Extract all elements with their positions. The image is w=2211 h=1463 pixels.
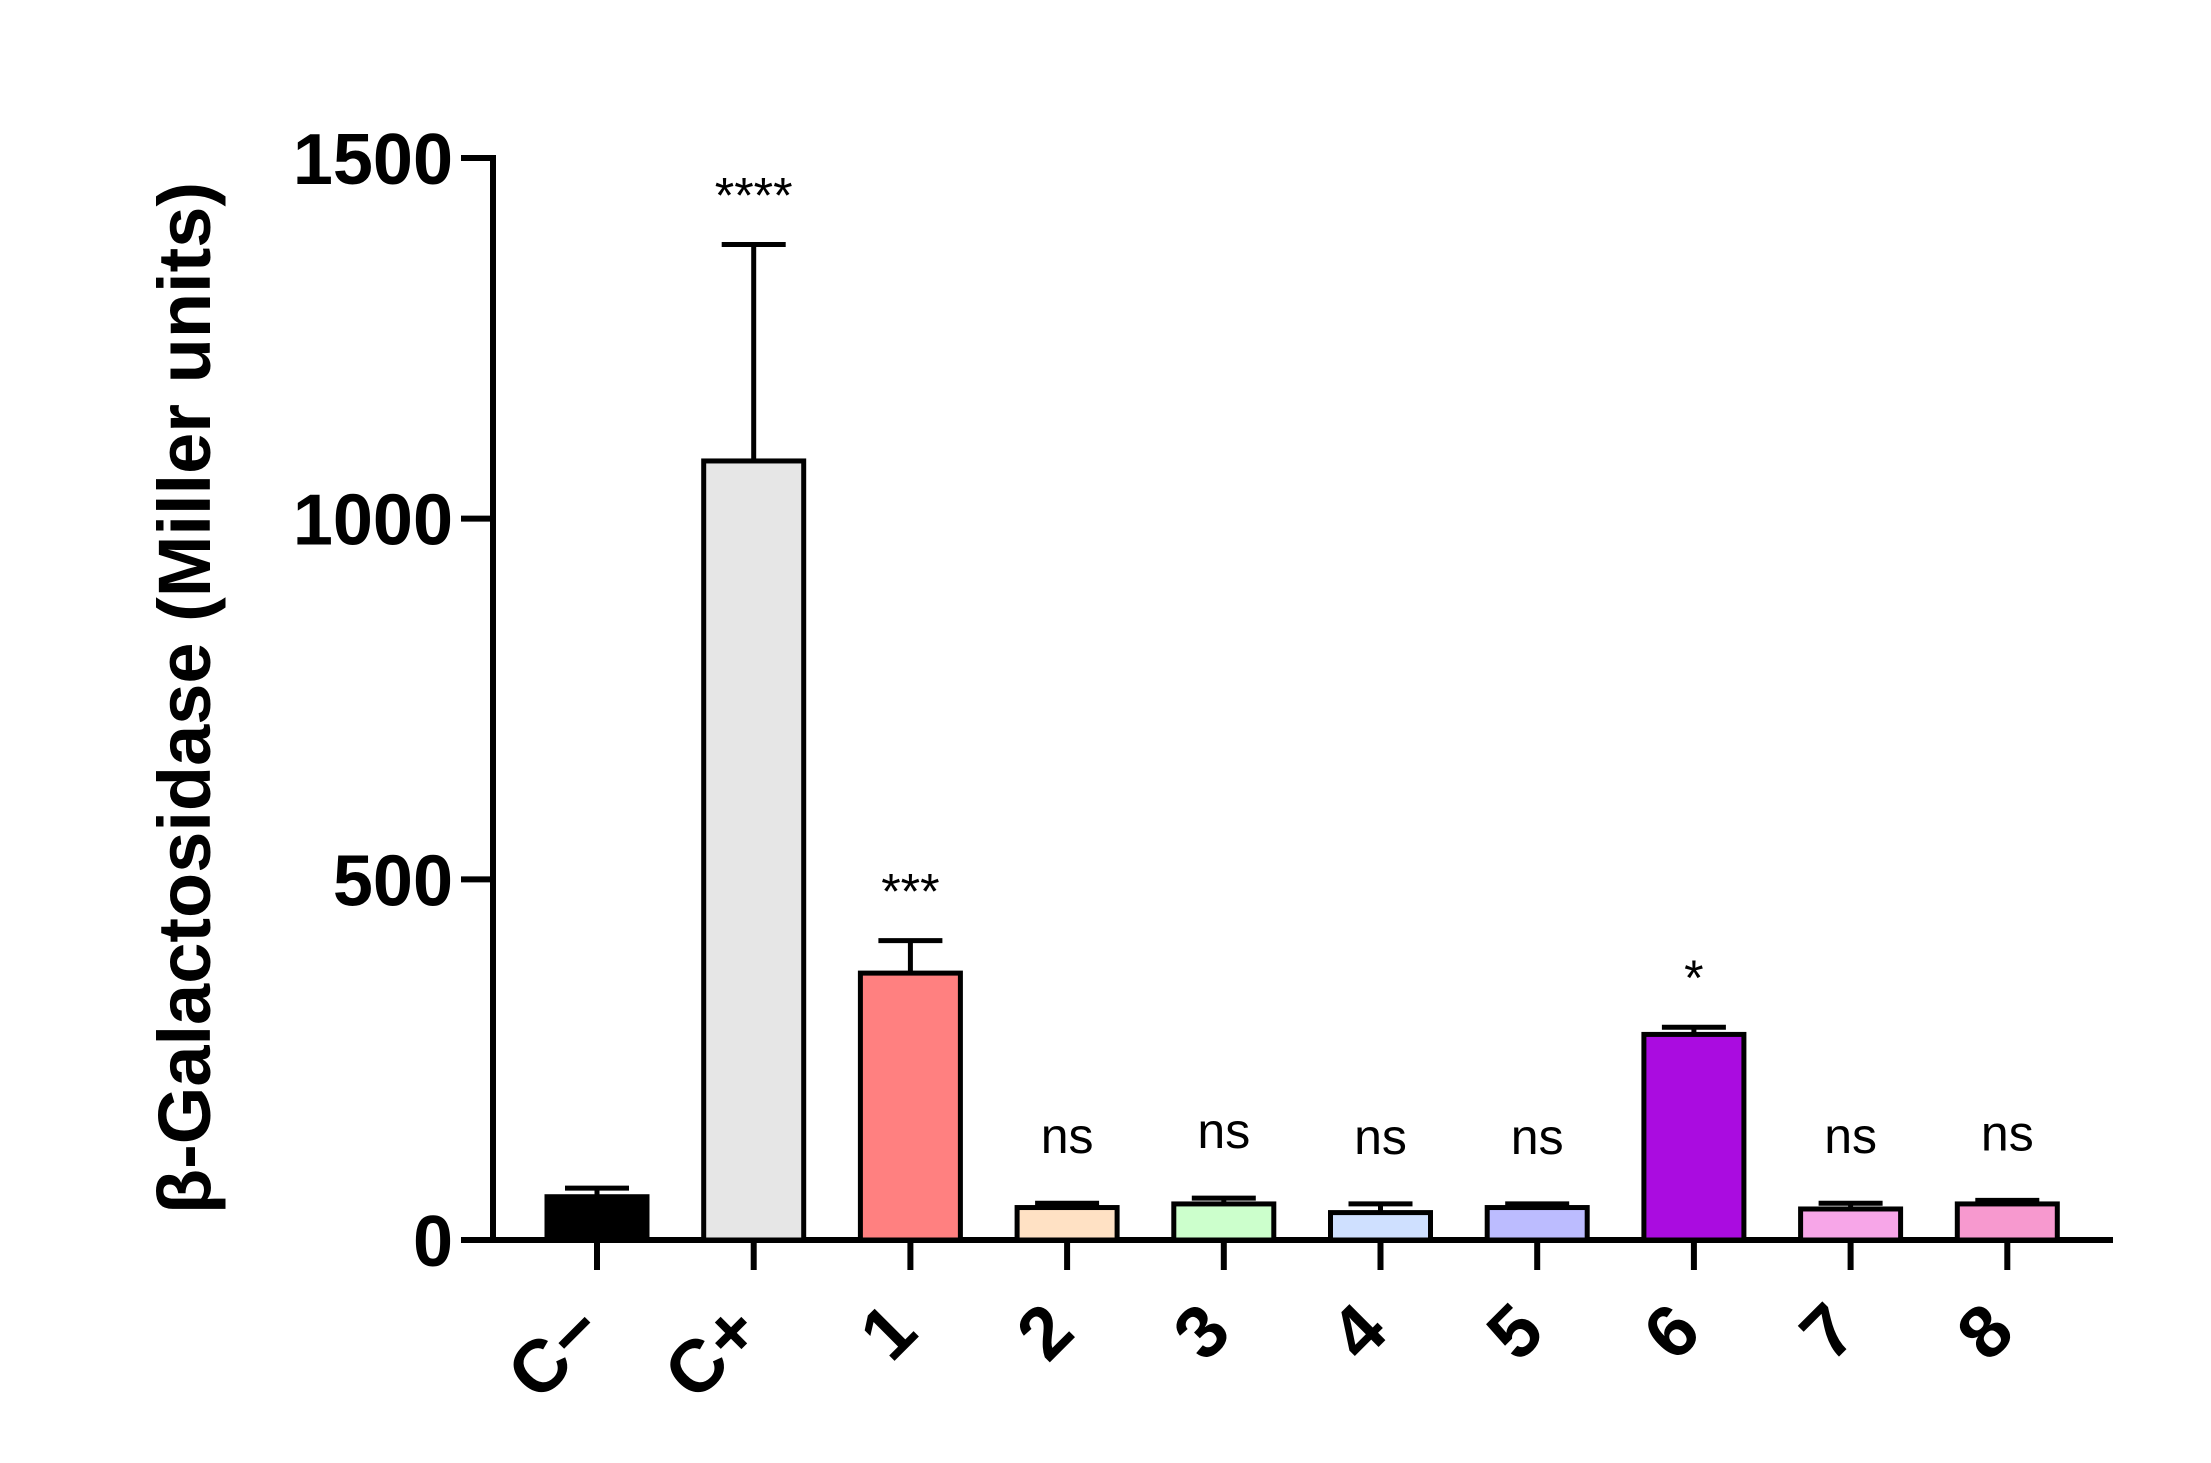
x-tick-label: C+ [648, 1288, 775, 1415]
plot-area: 0 500 1000 1500 C− C+ **** 1 *** 2 ns 3 ns 4 ns 5 ns 6 * 7 n… [293, 120, 2113, 1415]
significance-label: *** [881, 864, 939, 920]
bar [1484, 1205, 1590, 1243]
x-tick-label: 7 [1784, 1288, 1872, 1376]
bar [1328, 1210, 1433, 1243]
significance-label: ns [1197, 1103, 1250, 1159]
significance-label: ns [1824, 1108, 1877, 1164]
x-tick-label: 3 [1157, 1288, 1245, 1376]
x-tick-label: 1 [844, 1288, 932, 1376]
x-tick-label: 2 [1001, 1288, 1089, 1376]
y-tick-label: 500 [333, 841, 453, 921]
y-tick-label: 1500 [293, 120, 453, 200]
x-tick-label: 5 [1471, 1288, 1559, 1376]
bar [857, 970, 963, 1243]
y-axis-label: β-Galactosidase (Miller units) [143, 182, 226, 1214]
x-tick-label: 8 [1941, 1288, 2029, 1376]
significance-label: **** [715, 168, 793, 224]
significance-label: ns [1511, 1109, 1564, 1165]
bar [1641, 1031, 1747, 1243]
bar [1171, 1201, 1277, 1243]
y-tick-label: 0 [413, 1202, 453, 1282]
bar [1954, 1201, 2060, 1243]
bar [1014, 1205, 1120, 1243]
y-tick-label: 1000 [293, 481, 453, 561]
bar [701, 458, 807, 1243]
y-axis-label-group: β-Galactosidase (Miller units) [143, 182, 226, 1214]
significance-label: * [1684, 950, 1703, 1006]
x-tick-label: 6 [1627, 1288, 1715, 1376]
bar [544, 1194, 650, 1243]
x-tick-label: 4 [1314, 1288, 1402, 1376]
bar [1798, 1206, 1904, 1243]
significance-label: ns [1981, 1105, 2034, 1161]
significance-label: ns [1354, 1109, 1407, 1165]
significance-label: ns [1041, 1108, 1094, 1164]
x-tick-label: C− [491, 1288, 618, 1415]
